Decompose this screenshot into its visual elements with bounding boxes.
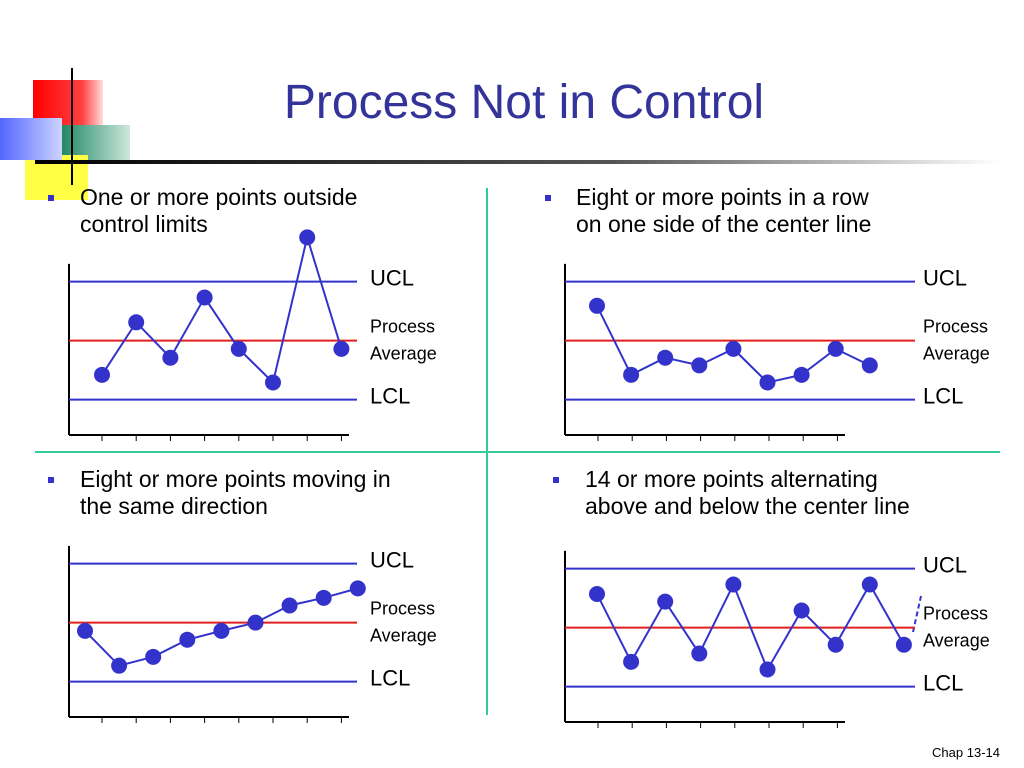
point <box>145 648 162 665</box>
point <box>247 614 264 631</box>
point <box>657 593 674 610</box>
point <box>623 653 640 670</box>
subtitle: Eight or more points in a row <box>576 184 869 210</box>
lcl-label: LCL <box>923 671 963 696</box>
point <box>196 289 213 306</box>
point <box>725 340 742 357</box>
center-label: Average <box>923 344 990 364</box>
ucl-label: UCL <box>923 266 967 291</box>
point <box>895 636 912 653</box>
point <box>349 580 366 597</box>
subtitle: on one side of the center line <box>576 211 871 237</box>
lcl-label: LCL <box>370 666 410 691</box>
lcl-label: LCL <box>370 384 410 409</box>
point <box>589 297 605 314</box>
center-label: Process <box>923 604 988 624</box>
point <box>827 340 844 357</box>
ucl-label: UCL <box>370 548 414 573</box>
point <box>299 229 316 246</box>
center-label: Process <box>370 599 435 619</box>
subtitle: above and below the center line <box>585 493 910 519</box>
point <box>94 366 110 383</box>
point <box>77 622 93 639</box>
point <box>213 622 230 639</box>
point <box>657 349 674 366</box>
point <box>759 661 776 678</box>
center-label: Process <box>370 317 435 337</box>
subtitle: the same direction <box>80 493 268 519</box>
point <box>623 366 640 383</box>
ucl-label: UCL <box>370 266 414 291</box>
continuation <box>912 595 922 633</box>
subtitle: 14 or more points alternating <box>585 466 878 492</box>
bullet <box>48 195 54 201</box>
point <box>793 366 810 383</box>
point <box>265 374 281 391</box>
point <box>759 374 776 391</box>
center-label: Average <box>370 626 437 646</box>
bullet <box>48 477 54 483</box>
point <box>691 645 708 662</box>
point <box>333 340 350 357</box>
point <box>793 602 810 619</box>
footer: Chap 13-14 <box>932 745 1000 760</box>
point <box>589 585 605 602</box>
point <box>861 576 878 593</box>
center-label: Process <box>923 317 988 337</box>
point <box>861 357 878 374</box>
point <box>162 349 179 366</box>
point <box>111 657 128 674</box>
center-label: Average <box>370 344 437 364</box>
point <box>691 357 708 374</box>
series-line <box>101 233 343 385</box>
series-line <box>596 582 905 672</box>
point <box>725 576 742 593</box>
title-rule <box>35 160 1000 164</box>
point <box>128 314 145 331</box>
point <box>315 589 332 606</box>
center-label: Average <box>923 631 990 651</box>
subtitle: One or more points outside <box>80 184 357 210</box>
subtitle: Eight or more points moving in <box>80 466 391 492</box>
bullet <box>545 195 551 201</box>
bullet <box>553 477 559 483</box>
ucl-label: UCL <box>923 553 967 578</box>
point <box>827 636 844 653</box>
point <box>179 631 196 648</box>
title: Process Not in Control <box>284 76 764 129</box>
logo <box>0 68 130 200</box>
point <box>230 340 247 357</box>
subtitle: control limits <box>80 211 208 237</box>
point <box>281 597 298 614</box>
lcl-label: LCL <box>923 384 963 409</box>
